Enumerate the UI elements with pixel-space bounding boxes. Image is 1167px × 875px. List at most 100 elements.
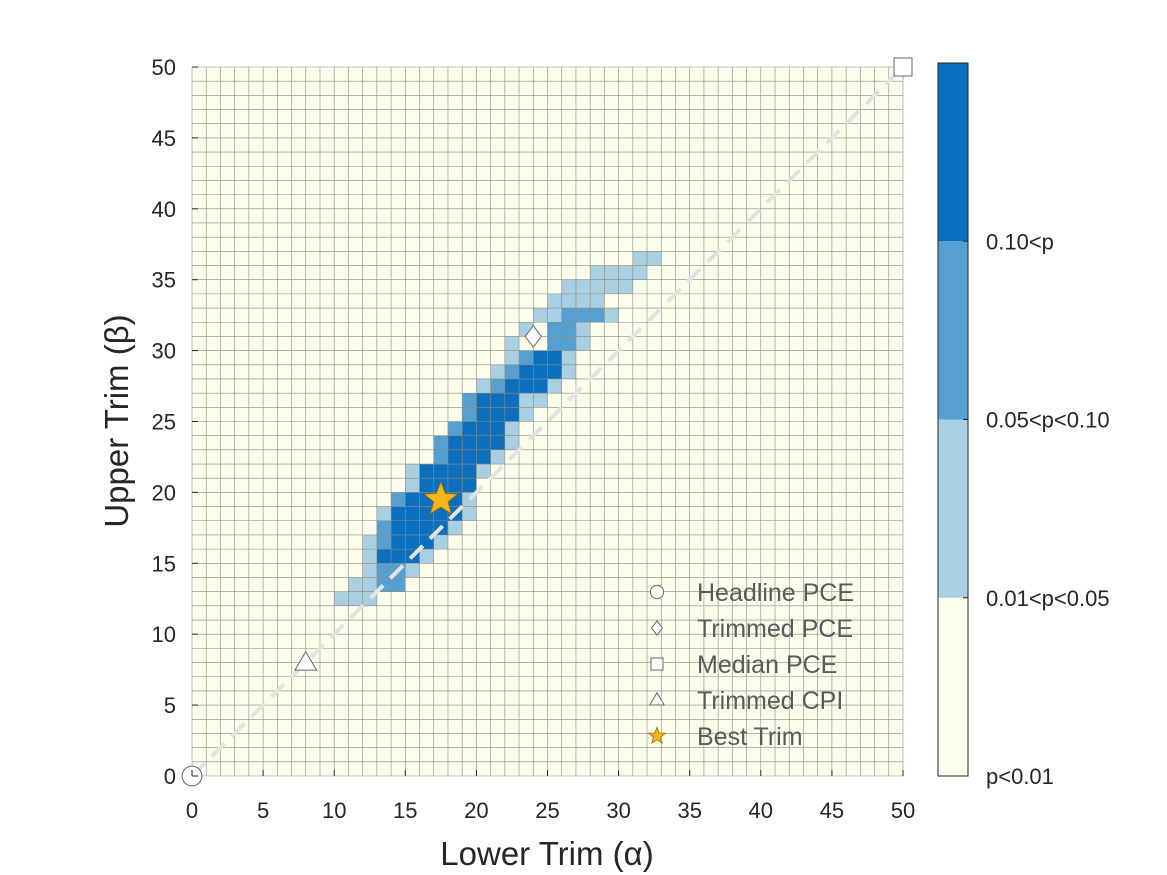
heatmap-cell [647, 251, 662, 266]
heatmap-cell [561, 279, 576, 294]
x-tick-label: 5 [257, 798, 269, 823]
colorbar-label: 0.01<p<0.05 [986, 586, 1110, 611]
heatmap-cell [632, 265, 648, 280]
heatmap-cell [504, 378, 520, 394]
colorbar-label: p<0.01 [986, 764, 1054, 789]
heatmap-cell [561, 336, 576, 351]
heatmap-cell [462, 407, 477, 422]
x-tick-label: 15 [393, 798, 417, 823]
y-tick-label: 5 [164, 693, 176, 718]
x-tick-label: 10 [322, 798, 346, 823]
heatmap-cell [504, 407, 520, 422]
heatmap-cell [419, 520, 434, 535]
x-tick-label: 30 [606, 798, 630, 823]
heatmap-cell [362, 534, 377, 550]
heatmap-cell [376, 534, 392, 550]
heatmap-cell [462, 393, 477, 408]
heatmap-cell [519, 350, 534, 365]
y-tick-label: 0 [164, 764, 176, 789]
heatmap-cell [604, 279, 619, 294]
legend-marker-median-pce [650, 657, 664, 671]
heatmap-cell [376, 549, 392, 564]
heatmap-cell [476, 393, 491, 408]
y-tick-label: 25 [152, 410, 176, 435]
heatmap-cell [504, 350, 520, 365]
legend-marker-best-trim [647, 726, 667, 745]
heatmap-cell [504, 393, 520, 408]
x-tick-label: 25 [535, 798, 559, 823]
x-tick-label: 40 [749, 798, 773, 823]
heatmap-cell [391, 577, 406, 592]
marker-trimmed-cpi [294, 650, 318, 671]
colorbar-segment [938, 597, 968, 776]
heatmap-cell [405, 478, 420, 493]
x-axis: 0 5 10 15 20 25 30 35 40 45 50 [186, 770, 915, 823]
heatmap-cell [405, 563, 420, 578]
heatmap-cell [490, 407, 505, 422]
heatmap-cell [419, 478, 434, 493]
x-tick-label: 20 [464, 798, 488, 823]
heatmap-cell [575, 279, 591, 294]
heatmap-cell [391, 534, 406, 550]
y-tick-label: 45 [152, 126, 176, 151]
heatmap-cell [561, 322, 576, 337]
legend: Headline PCE Trimmed PCE Median PCE Trimmed… [647, 579, 854, 751]
heatmap-cell [447, 464, 463, 479]
heatmap-cell [348, 591, 363, 606]
x-tick-label: 50 [891, 798, 915, 823]
heatmap-cell [447, 449, 463, 465]
heatmap-cell [433, 449, 448, 465]
heatmap-cell [519, 393, 534, 408]
heatmap-cell [405, 534, 420, 550]
heatmap-cell [490, 364, 505, 379]
heatmap-cell [590, 293, 605, 309]
heatmap-cell [476, 378, 491, 394]
heatmap-cell [547, 308, 562, 323]
heatmap-cell [561, 350, 576, 365]
heatmap-cell [519, 407, 534, 422]
heatmap-cell [547, 336, 562, 351]
heatmap-cell [547, 322, 562, 337]
legend-marker-headline-pce [649, 584, 665, 600]
heatmap-cell [462, 421, 477, 436]
y-tick-label: 10 [152, 622, 176, 647]
heatmap-cell [519, 378, 534, 394]
heatmap-cell [462, 464, 477, 479]
colorbar-segment [938, 241, 968, 420]
x-tick-label: 35 [677, 798, 701, 823]
heatmap-cell [604, 265, 619, 280]
grid-lines [191, 66, 904, 777]
heatmap-cell [447, 478, 463, 493]
heatmap-cell [519, 364, 534, 379]
heatmap-cell [575, 308, 591, 323]
marker-median-pce [893, 57, 913, 77]
heatmap-cell [504, 435, 520, 450]
y-axis: 0 5 10 15 20 25 30 35 40 45 50 [152, 55, 198, 789]
y-tick-label: 30 [152, 339, 176, 364]
legend-marker-trimmed-pce [650, 619, 664, 637]
heatmap-cell [433, 506, 448, 521]
heatmap-cell [561, 308, 576, 323]
heatmap-cell [561, 364, 576, 379]
heatmap-cell [618, 265, 633, 280]
heatmap-cell [476, 421, 491, 436]
heatmap-cell [490, 393, 505, 408]
heatmap-cell [533, 393, 548, 408]
legend-marker-trimmed-cpi [648, 691, 666, 706]
y-tick-label: 15 [152, 551, 176, 576]
heatmap-cell [533, 350, 548, 365]
heatmap-cell [447, 520, 463, 535]
heatmap-cell [490, 378, 505, 394]
heatmap-cell [533, 364, 548, 379]
marker-trimmed-pce [524, 324, 543, 349]
heatmap-cell [391, 506, 406, 521]
x-tick-label: 45 [820, 798, 844, 823]
heatmap-cell [376, 506, 392, 521]
heatmap-cell [433, 464, 448, 479]
colorbar-label: 0.10<p [986, 229, 1054, 254]
colorbar: p<0.01 0.01<p<0.05 0.05<p<0.10 0.10<p [937, 62, 1110, 789]
heatmap-cell [618, 279, 633, 294]
heatmap-cell [504, 421, 520, 436]
heatmap-cell [376, 520, 392, 535]
